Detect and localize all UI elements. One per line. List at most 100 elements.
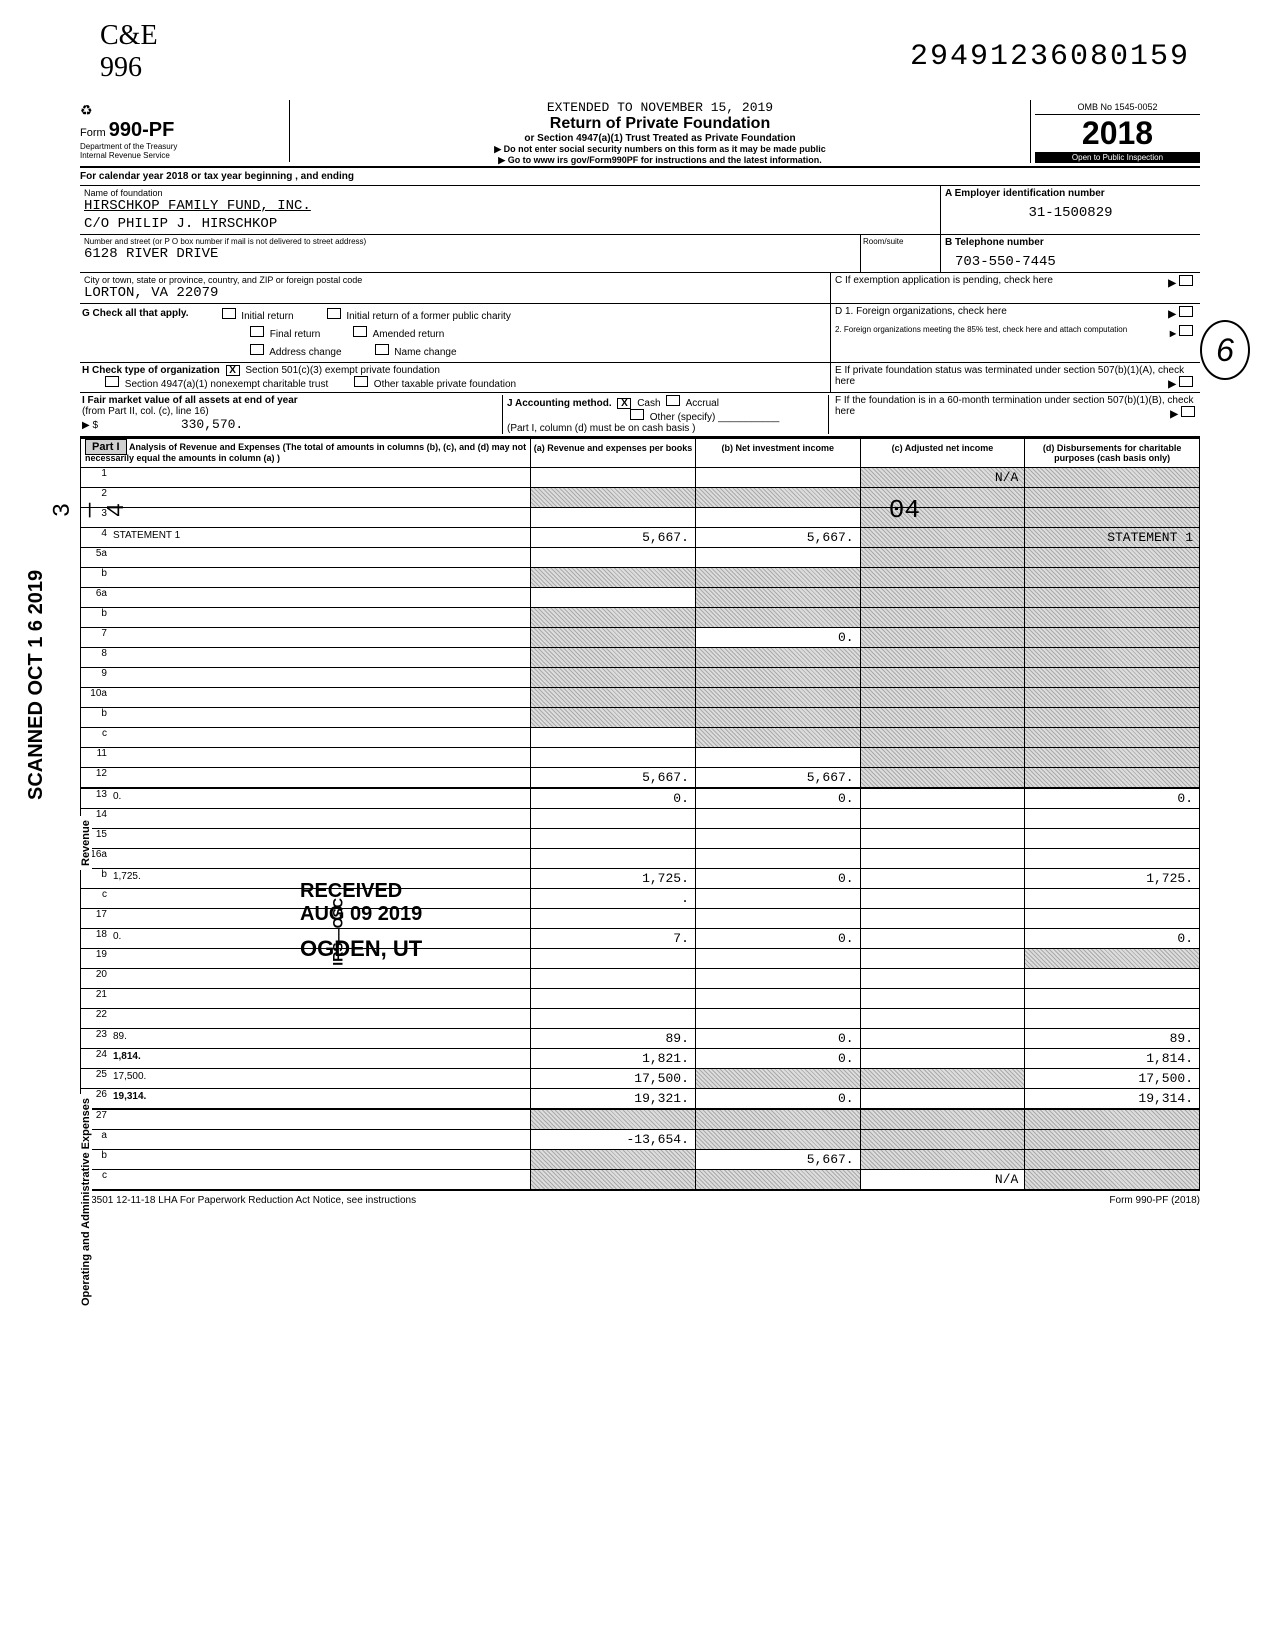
cb-other[interactable] bbox=[630, 409, 644, 420]
cb-accrual[interactable] bbox=[666, 395, 680, 406]
part1-table: Part I Analysis of Revenue and Expenses … bbox=[80, 438, 1200, 1191]
cell-c bbox=[860, 528, 1025, 547]
row-num: 6a bbox=[81, 588, 111, 607]
cell-b bbox=[695, 989, 860, 1008]
cell-b bbox=[695, 1170, 860, 1189]
cell-a: . bbox=[530, 889, 695, 908]
cell-d bbox=[1024, 728, 1199, 747]
cell-d bbox=[1024, 889, 1199, 908]
e-lbl: E If private foundation status was termi… bbox=[835, 365, 1184, 387]
side-34: 3 — 4 bbox=[50, 460, 131, 560]
c-checkbox[interactable] bbox=[1179, 275, 1193, 286]
open-to-public: Open to Public Inspection bbox=[1035, 152, 1200, 163]
opt-final-return: Final return bbox=[270, 329, 321, 340]
cell-b bbox=[695, 608, 860, 627]
opt-name-change: Name change bbox=[394, 347, 456, 358]
cb-d1[interactable] bbox=[1179, 306, 1193, 317]
cell-c bbox=[860, 869, 1025, 888]
name-block: Name of foundation HIRSCHKOP FAMILY FUND… bbox=[80, 186, 1200, 235]
cell-d bbox=[1024, 1009, 1199, 1028]
cell-c bbox=[860, 728, 1025, 747]
part1-head-desc: Analysis of Revenue and Expenses (The to… bbox=[85, 442, 526, 463]
row-desc bbox=[111, 628, 530, 647]
cb-501c3[interactable] bbox=[226, 365, 240, 376]
table-row: 1N/A bbox=[81, 468, 1199, 488]
cell-a bbox=[530, 969, 695, 988]
cell-b bbox=[695, 909, 860, 928]
margin-04: 04 bbox=[889, 495, 920, 525]
table-row: 2517,500.17,500.17,500. bbox=[81, 1069, 1199, 1089]
ein: 31-1500829 bbox=[945, 199, 1196, 221]
cb-e[interactable] bbox=[1179, 376, 1193, 387]
h-lbl: H Check type of organization bbox=[82, 365, 220, 376]
cb-f[interactable] bbox=[1181, 406, 1195, 417]
row-desc bbox=[111, 768, 530, 787]
cell-b bbox=[695, 1110, 860, 1129]
table-row: 15 bbox=[81, 829, 1199, 849]
footer-right: Form 990-PF (2018) bbox=[1109, 1195, 1200, 1206]
cell-a: 19,321. bbox=[530, 1089, 695, 1108]
cell-b: 0. bbox=[695, 869, 860, 888]
cell-d: STATEMENT 1 bbox=[1024, 528, 1199, 547]
g-lbl: G Check all that apply. bbox=[82, 308, 189, 322]
cell-b: 0. bbox=[695, 628, 860, 647]
cell-d: 1,725. bbox=[1024, 869, 1199, 888]
cell-a bbox=[530, 728, 695, 747]
j-lbl: J Accounting method. bbox=[507, 398, 612, 409]
scanned-stamp: SCANNED OCT 1 6 2019 bbox=[25, 400, 48, 800]
cb-other-taxable[interactable] bbox=[354, 376, 368, 387]
cell-b bbox=[695, 889, 860, 908]
cell-d: 19,314. bbox=[1024, 1089, 1199, 1108]
cell-d bbox=[1024, 909, 1199, 928]
cell-a bbox=[530, 1009, 695, 1028]
cell-b bbox=[695, 1009, 860, 1028]
table-row: 9 bbox=[81, 668, 1199, 688]
cell-a bbox=[530, 829, 695, 848]
cb-cash[interactable] bbox=[617, 398, 631, 409]
row-desc bbox=[111, 1170, 530, 1189]
row-desc bbox=[111, 648, 530, 667]
cell-a bbox=[530, 989, 695, 1008]
table-row: a-13,654. bbox=[81, 1130, 1199, 1150]
table-row: 27 bbox=[81, 1110, 1199, 1130]
cell-a: 1,725. bbox=[530, 869, 695, 888]
cb-4947a1[interactable] bbox=[105, 376, 119, 387]
cell-d bbox=[1024, 568, 1199, 587]
revenue-label: Revenue bbox=[80, 816, 92, 870]
table-row: 241,814.1,821.0.1,814. bbox=[81, 1049, 1199, 1069]
opt-other-taxable: Other taxable private foundation bbox=[374, 379, 516, 390]
cell-c bbox=[860, 849, 1025, 868]
stamp-osc: IRS—OSC bbox=[330, 898, 346, 966]
form-number: 990-PF bbox=[109, 119, 175, 141]
row-num: 12 bbox=[81, 768, 111, 787]
cell-c bbox=[860, 909, 1025, 928]
cell-a bbox=[530, 949, 695, 968]
cell-d bbox=[1024, 849, 1199, 868]
cell-b: 5,667. bbox=[695, 528, 860, 547]
row-num: b bbox=[81, 708, 111, 727]
cell-c bbox=[860, 1009, 1025, 1028]
opt-501c3: Section 501(c)(3) exempt private foundat… bbox=[245, 365, 440, 376]
cell-a bbox=[530, 648, 695, 667]
row-num: 11 bbox=[81, 748, 111, 767]
foundation-name: HIRSCHKOP FAMILY FUND, INC. bbox=[80, 198, 940, 216]
row-desc bbox=[111, 708, 530, 727]
cb-initial-return[interactable] bbox=[222, 308, 236, 319]
cb-address-change[interactable] bbox=[250, 344, 264, 355]
cell-c: N/A bbox=[860, 1170, 1025, 1189]
cell-c bbox=[860, 829, 1025, 848]
table-row: 2619,314.19,321.0.19,314. bbox=[81, 1089, 1199, 1110]
col-b-head: (b) Net investment income bbox=[695, 439, 860, 467]
row-desc bbox=[111, 748, 530, 767]
addr-block: Number and street (or P O box number if … bbox=[80, 235, 1200, 273]
cb-final-return[interactable] bbox=[250, 326, 264, 337]
cell-c bbox=[860, 508, 1025, 527]
cb-amended-return[interactable] bbox=[353, 326, 367, 337]
cb-d2[interactable] bbox=[1179, 325, 1193, 336]
cb-name-change[interactable] bbox=[375, 344, 389, 355]
table-row: 6a bbox=[81, 588, 1199, 608]
cb-initial-former[interactable] bbox=[327, 308, 341, 319]
table-row: 19 bbox=[81, 949, 1199, 969]
cell-d: 17,500. bbox=[1024, 1069, 1199, 1088]
row-desc bbox=[111, 969, 530, 988]
